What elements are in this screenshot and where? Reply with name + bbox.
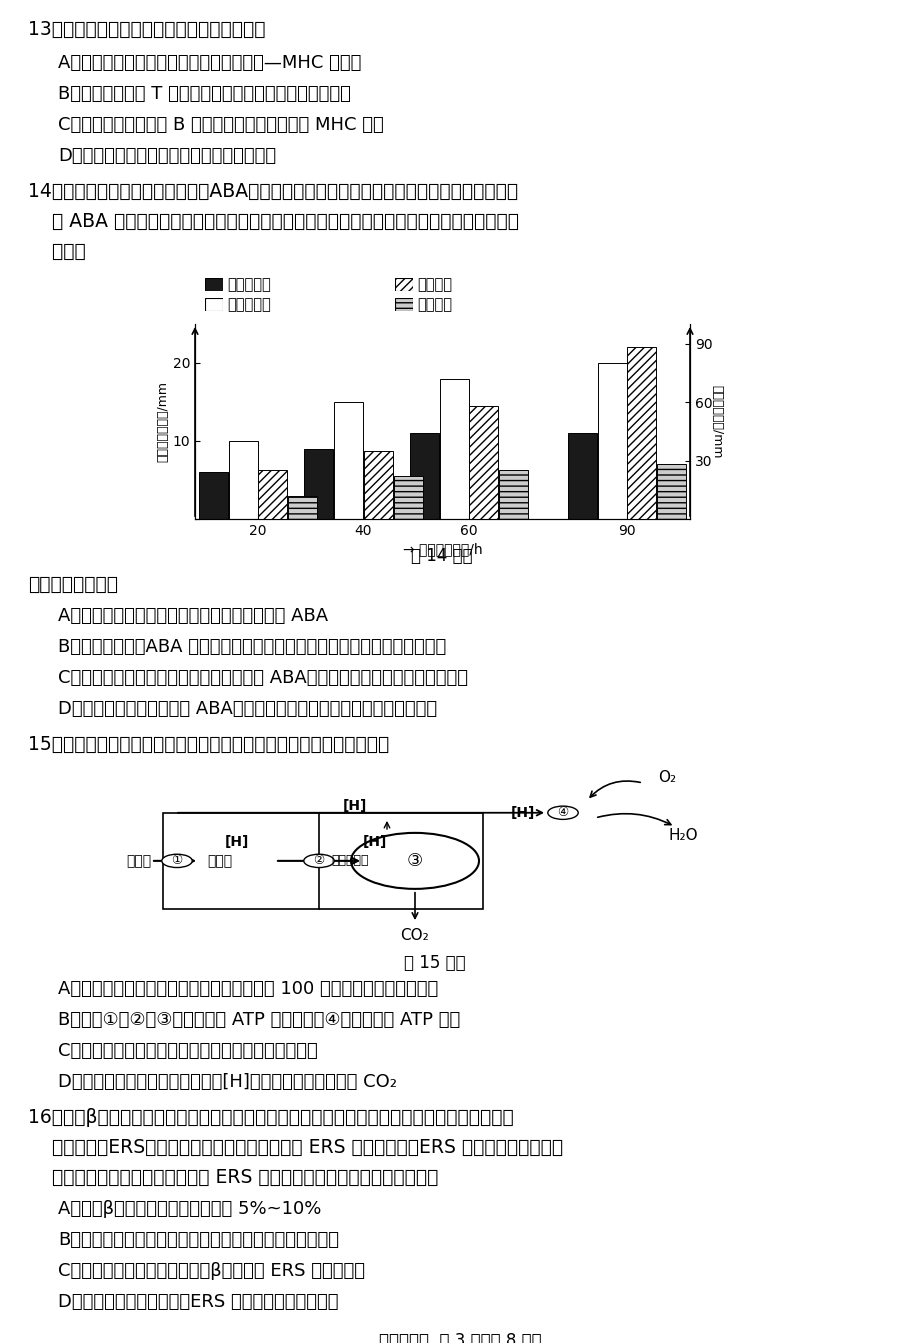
- Text: 14．干旱可促进植物体内脱落酸（ABA）的合成，取正常水分条件下生长的某种植物的野生型: 14．干旱可促进植物体内脱落酸（ABA）的合成，取正常水分条件下生长的某种植物的…: [28, 183, 517, 201]
- Circle shape: [303, 854, 334, 868]
- Text: ④: ④: [557, 806, 568, 819]
- Bar: [363, 451, 392, 518]
- Text: [H]: [H]: [224, 835, 249, 850]
- Text: CO₂: CO₂: [400, 928, 429, 943]
- Text: C．长期高血糖可能是引起胰岛β细胞产生 ERS 的原因之一: C．长期高血糖可能是引起胰岛β细胞产生 ERS 的原因之一: [58, 1262, 365, 1280]
- Text: 丙酮酸: 丙酮酸: [207, 854, 232, 868]
- Text: ②: ②: [313, 854, 324, 868]
- Circle shape: [547, 806, 577, 819]
- Text: 15．下图是人体中葡萄糖在有氧条件下的氧化过程。下列叙述正确的是: 15．下图是人体中葡萄糖在有氧条件下的氧化过程。下列叙述正确的是: [28, 735, 389, 753]
- Bar: [439, 379, 468, 518]
- Text: B．过程①、②和③均伴随少量 ATP 生成，过程④则伴随大量 ATP 生成: B．过程①、②和③均伴随少量 ATP 生成，过程④则伴随大量 ATP 生成: [58, 1011, 460, 1029]
- X-axis label: → 干旱处理时间/h: → 干旱处理时间/h: [403, 543, 482, 556]
- Text: C．若为好氧细菌，则图中所示全部过程在质膜上进行: C．若为好氧细菌，则图中所示全部过程在质膜上进行: [58, 1042, 317, 1060]
- Bar: [597, 363, 626, 518]
- Bar: [258, 470, 287, 518]
- Text: 第 14 题图: 第 14 题图: [411, 547, 472, 565]
- Circle shape: [351, 833, 479, 889]
- Y-axis label: 根长度增加量/mm: 根长度增加量/mm: [709, 384, 723, 458]
- Y-axis label: 茎叶长度增加量/mm: 茎叶长度增加量/mm: [156, 381, 169, 462]
- Text: A．一个葡萄糖经图中过程释放的总能量约为 100 个高能磷酸键所含的能量: A．一个葡萄糖经图中过程释放的总能量约为 100 个高能磷酸键所含的能量: [58, 980, 437, 998]
- Text: 和 ABA 缺失突变幼苗，进行适度干旱处理，测定一定时间内茎叶和根的生长量，结果如图: 和 ABA 缺失突变幼苗，进行适度干旱处理，测定一定时间内茎叶和根的生长量，结果…: [28, 212, 518, 231]
- Circle shape: [162, 854, 192, 868]
- Text: B．每一个成熟的 T 淋巴细胞只带有对应于一种抗原的受体: B．每一个成熟的 T 淋巴细胞只带有对应于一种抗原的受体: [58, 85, 350, 103]
- Text: A．植物体的根、茎、叶和果实等器官均能合成 ABA: A．植物体的根、茎、叶和果实等器官均能合成 ABA: [58, 607, 328, 624]
- Text: 葡萄糖: 葡萄糖: [126, 854, 151, 868]
- Text: C．同一个体内所有的 B 淋巴细胞表面都有相同的 MHC 分子: C．同一个体内所有的 B 淋巴细胞表面都有相同的 MHC 分子: [58, 115, 383, 134]
- Text: [H]: [H]: [510, 806, 535, 819]
- Bar: [229, 441, 257, 518]
- Bar: [289, 496, 317, 518]
- Text: 质网应激（ERS），表现为分泌蛋白合成暂停而 ERS 蛋白表达等。ERS 有利于维持细胞的正: 质网应激（ERS），表现为分泌蛋白合成暂停而 ERS 蛋白表达等。ERS 有利于…: [28, 1138, 562, 1158]
- Text: D．细胞凋亡对机体有利，ERS 使机体不会发生糖尿病: D．细胞凋亡对机体有利，ERS 使机体不会发生糖尿病: [58, 1293, 338, 1311]
- Text: 16．胰岛β细胞在病毒感染、分泌蛋白合成过量等因素作用下，引起内质网功能的紊乱，称为内: 16．胰岛β细胞在病毒感染、分泌蛋白合成过量等因素作用下，引起内质网功能的紊乱，…: [28, 1108, 513, 1127]
- Text: 第 15 题图: 第 15 题图: [403, 954, 465, 972]
- Bar: [656, 465, 686, 518]
- Text: 突变体茎叶: 突变体茎叶: [227, 297, 270, 312]
- Bar: [409, 434, 438, 518]
- Text: A．胰岛β细胞约占胰岛细胞总数的 5%~10%: A．胰岛β细胞约占胰岛细胞总数的 5%~10%: [58, 1201, 321, 1218]
- Bar: [567, 434, 596, 518]
- Text: 突变体根: 突变体根: [416, 297, 451, 312]
- Text: A．每一个成熟的巨噬细胞都带有一种抗原—MHC 复合体: A．每一个成熟的巨噬细胞都带有一种抗原—MHC 复合体: [58, 54, 361, 73]
- Text: D．若为无氧条件下的酵母菌，则[H]将丙酮酸还原为乙醛和 CO₂: D．若为无氧条件下的酵母菌，则[H]将丙酮酸还原为乙醛和 CO₂: [58, 1073, 397, 1091]
- Bar: [334, 402, 363, 518]
- Text: H₂O: H₂O: [667, 829, 697, 843]
- Bar: [499, 470, 528, 518]
- Text: C．若给干旱处理的突变体幼苗施加适量的 ABA，植物叶片的蒸腾速率可能会提高: C．若给干旱处理的突变体幼苗施加适量的 ABA，植物叶片的蒸腾速率可能会提高: [58, 669, 468, 688]
- Text: 野生型茎叶: 野生型茎叶: [227, 277, 270, 291]
- Text: O₂: O₂: [657, 771, 675, 786]
- Text: ③: ③: [406, 851, 423, 870]
- Bar: [469, 406, 497, 518]
- Bar: [163, 813, 482, 909]
- Bar: [304, 449, 333, 518]
- Text: ①: ①: [171, 854, 183, 868]
- Bar: [199, 473, 228, 518]
- Text: D．若对农作物施加适量的 ABA，可提高农作物对干旱等不良环境的抵抗力: D．若对农作物施加适量的 ABA，可提高农作物对干旱等不良环境的抵抗力: [58, 700, 437, 719]
- Text: B．干旱条件下，ABA 对野生型幼苗的作用是促进根的生长，抑制茎叶的生长: B．干旱条件下，ABA 对野生型幼苗的作用是促进根的生长，抑制茎叶的生长: [58, 638, 446, 655]
- Text: 所示：: 所示：: [28, 242, 85, 261]
- Text: [H]: [H]: [362, 835, 387, 850]
- Text: B．胰岛素能促进脂肪分解，减少糖的利用，增加糖元生成: B．胰岛素能促进脂肪分解，减少糖的利用，增加糖元生成: [58, 1232, 338, 1249]
- Text: [H]: [H]: [343, 799, 367, 813]
- Bar: [627, 348, 655, 518]
- Text: 二碳化合物: 二碳化合物: [331, 854, 369, 868]
- Text: 下列叙述错误的是: 下列叙述错误的是: [28, 575, 118, 594]
- Text: 13．下列关于机体免疫相关的叙述，错误的是: 13．下列关于机体免疫相关的叙述，错误的是: [28, 20, 266, 39]
- Text: 野生型根: 野生型根: [416, 277, 451, 291]
- Text: D．不同的抗体也可能识别并结合同种病原体: D．不同的抗体也可能识别并结合同种病原体: [58, 146, 276, 165]
- Text: 生物试题卷  第 3 页（共 8 页）: 生物试题卷 第 3 页（共 8 页）: [379, 1332, 540, 1343]
- Text: 常功能并使之存活，但长时间的 ERS 可引起细胞凋亡。下列叙述正确的是: 常功能并使之存活，但长时间的 ERS 可引起细胞凋亡。下列叙述正确的是: [28, 1168, 437, 1187]
- Bar: [393, 477, 423, 518]
